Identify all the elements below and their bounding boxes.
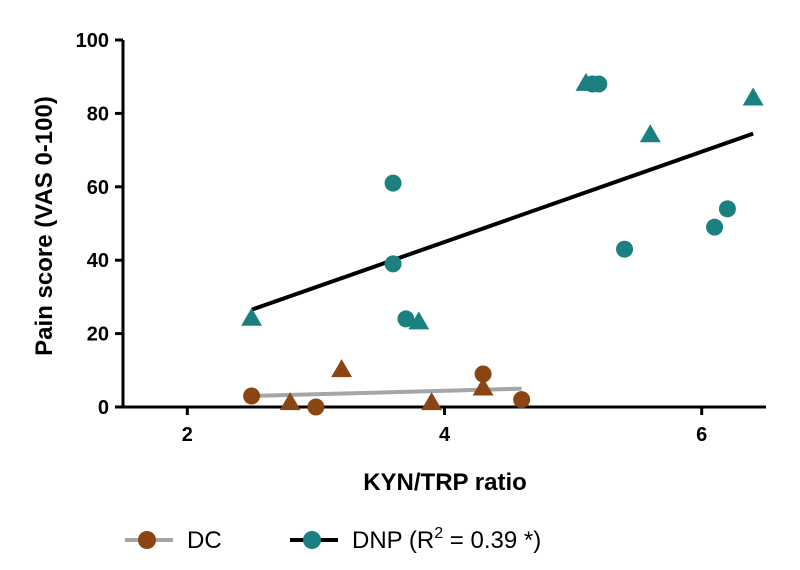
y-tick-label: 40 [87,250,109,272]
point-circle-dnp [384,174,402,192]
point-triangle-dnp [575,72,597,91]
y-tick-label: 0 [98,397,109,419]
axes [115,38,766,415]
point-circle-dnp [706,218,724,236]
regression-line-dnp [250,131,754,312]
y-tick-label: 100 [76,30,109,52]
x-tick-label: 4 [439,424,451,446]
y-axis-title: Pain score (VAS 0-100) [31,96,58,356]
point-circle-dnp [384,255,402,273]
legend-marker [138,531,156,549]
point-triangle-dc [279,392,301,411]
point-triangle-dnp [742,87,764,106]
point-circle-dnp [616,240,634,258]
point-circle-dc [243,387,261,405]
legend-item-dc: DC [125,527,222,554]
legend-item-dnp: DNP (R2 = 0.39 *) [290,525,541,554]
x-tick-label: 2 [182,424,193,446]
point-circle-dnp [718,200,736,218]
legend: DC DNP (R2 = 0.39 *) [125,525,541,554]
point-circle-dc [474,365,492,383]
point-triangle-dnp [639,124,661,143]
x-axis-title: KYN/TRP ratio [363,469,527,496]
x-tick-label: 6 [696,424,707,446]
legend-label: DNP (R2 = 0.39 *) [352,525,541,554]
y-tick-label: 80 [87,103,109,125]
point-circle-dnp [397,310,415,328]
data-points [241,72,764,416]
tick-labels: 0 20 40 60 80 100 2 4 6 [76,30,708,446]
point-triangle-dc [421,392,443,411]
point-triangle-dc [472,377,494,396]
point-circle-dc [307,398,325,416]
y-tick-label: 20 [87,324,109,346]
point-circle-dc [513,391,531,409]
legend-label: DC [187,527,222,554]
legend-marker [303,531,321,549]
regression-lines [250,131,754,398]
y-tick-label: 60 [87,177,109,199]
point-triangle-dnp [241,307,263,326]
point-triangle-dc [331,359,353,378]
point-triangle-dnp [408,311,430,330]
